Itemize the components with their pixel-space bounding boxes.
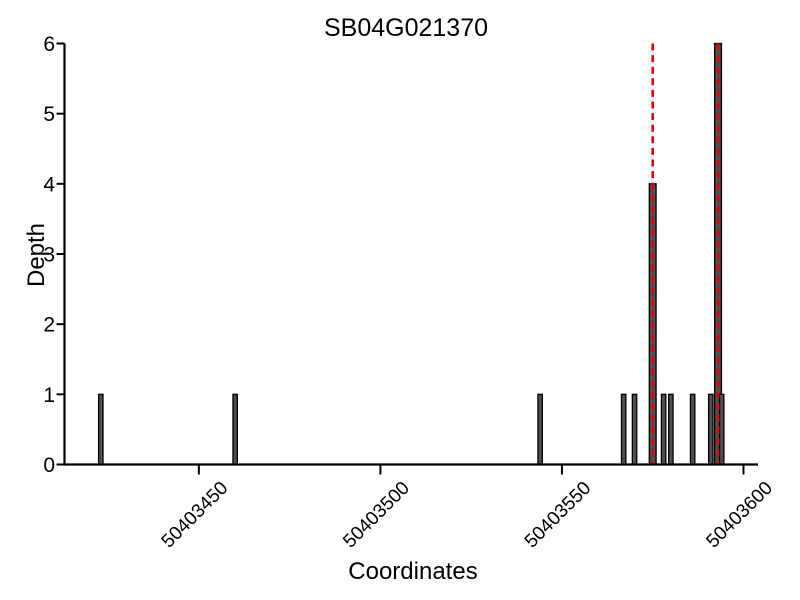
y-tick-label: 5 <box>43 103 55 126</box>
depth-bar <box>668 393 674 466</box>
y-tick-label: 1 <box>43 384 55 407</box>
x-tick-label: 50403500 <box>339 478 414 553</box>
y-tick-label: 2 <box>43 314 55 337</box>
x-tick-label: 50403550 <box>521 478 596 553</box>
y-tick-label: 0 <box>43 454 55 477</box>
x-tick-label: 50403600 <box>702 478 777 553</box>
axes-layer: 50403450 50403500 50403550 50403600 0 1 2 3 4 5 6 <box>43 33 777 552</box>
bars-layer <box>97 42 725 466</box>
depth-bar <box>537 393 544 466</box>
y-axis-label: Depth <box>23 223 50 287</box>
depth-bar <box>707 393 714 466</box>
marker-lines-layer <box>651 43 720 465</box>
x-tick-label: 50403450 <box>158 478 233 553</box>
x-axis-label: Coordinates <box>348 558 477 585</box>
depth-bar <box>689 393 696 466</box>
depth-bar <box>232 393 238 466</box>
chart-title: SB04G021370 <box>324 14 488 42</box>
depth-bar <box>631 393 638 466</box>
y-tick-label: 4 <box>43 173 55 196</box>
y-tick-label: 3 <box>43 244 55 267</box>
depth-bar <box>660 393 667 466</box>
depth-bar <box>620 393 627 466</box>
y-tick-label: 6 <box>43 33 55 56</box>
depth-bar <box>97 393 104 466</box>
depth-bar <box>718 393 725 466</box>
